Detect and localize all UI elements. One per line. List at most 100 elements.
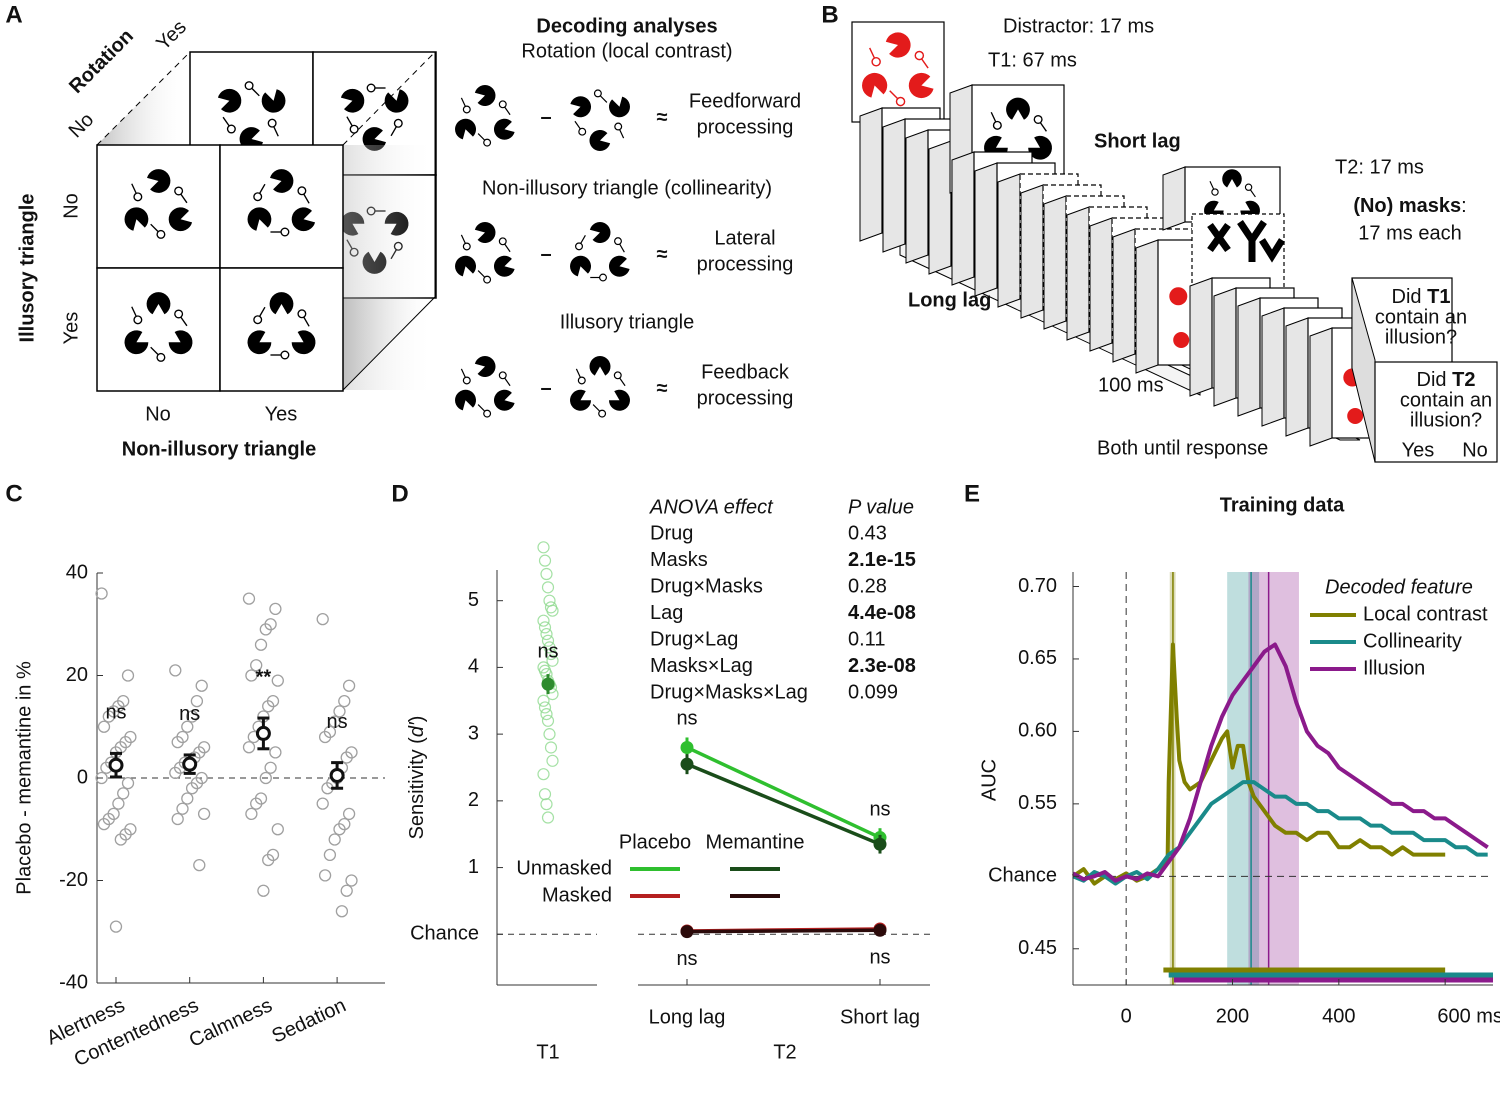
inducer	[147, 169, 171, 193]
label: Short lag	[1094, 130, 1181, 152]
inducer	[168, 207, 193, 232]
significance-label: ns	[676, 948, 697, 970]
inducer	[908, 72, 934, 99]
legend-label: Collinearity	[1363, 630, 1462, 652]
lollipop-stick	[131, 183, 138, 195]
lollipop-head	[133, 315, 143, 325]
inducer	[384, 89, 409, 113]
lollipop-head	[393, 118, 403, 128]
lollipop-stick	[477, 404, 486, 412]
subject-point	[338, 694, 351, 708]
subject-point	[185, 782, 199, 795]
subject-point	[109, 920, 123, 933]
panel-label: A	[5, 1, 22, 28]
mean-marker	[680, 740, 694, 754]
lollipop-head	[599, 273, 607, 282]
inducer	[291, 207, 316, 232]
legend-label: Unmasked	[516, 857, 612, 879]
table-cell: Lag	[650, 602, 683, 624]
subject-point	[242, 741, 256, 754]
frame-side	[951, 151, 975, 286]
lollipop-stick	[460, 368, 467, 379]
table-cell: 2.3e-08	[848, 655, 916, 677]
cube-front-cell	[96, 267, 221, 392]
subject-point	[342, 807, 356, 821]
lollipop-stick	[618, 128, 625, 139]
legend-label: Masked	[542, 884, 612, 906]
stimulus	[124, 292, 193, 362]
t1-point	[544, 741, 558, 754]
x-tick-label: Contentedness	[71, 994, 202, 1071]
t1-point	[546, 604, 559, 617]
mean-marker	[680, 757, 694, 771]
label: illusion?	[1410, 409, 1482, 431]
subject-point	[95, 771, 108, 785]
stimulus	[455, 85, 515, 147]
stimulus	[455, 222, 515, 284]
lollipop-head	[226, 124, 236, 134]
subject-point	[102, 710, 115, 723]
stimulus	[247, 292, 316, 360]
subject-point	[271, 674, 284, 687]
inducer	[455, 389, 477, 411]
inducer	[589, 356, 611, 376]
significance-label: ns	[869, 798, 890, 820]
mean-marker	[108, 757, 124, 773]
lollipop-head	[575, 242, 583, 251]
lollipop-head	[498, 237, 507, 246]
y-tick-label: 5	[468, 589, 479, 611]
subject-point	[95, 587, 108, 600]
y-tick-label: 3	[468, 722, 479, 744]
table-cell: Drug	[650, 522, 693, 544]
frame-side	[1261, 307, 1285, 427]
auc-line	[1072, 642, 1489, 883]
label: T1: 67 ms	[988, 49, 1077, 71]
legend-title: Decoded feature	[1325, 576, 1473, 598]
subject-point	[342, 679, 356, 692]
lollipop-stick	[251, 87, 260, 97]
lollipop-head	[992, 120, 1002, 130]
y-tick-label: -40	[59, 971, 88, 993]
lollipop-stick	[258, 183, 266, 195]
lollipop-stick	[272, 125, 279, 137]
lollipop-stick	[618, 243, 625, 253]
subject-point	[190, 694, 204, 708]
minus-sign: –	[540, 106, 551, 128]
frame-side	[1020, 184, 1044, 319]
frame-side	[1189, 277, 1213, 397]
masks-label: (No) masks:	[1353, 195, 1466, 217]
frame-side	[1162, 166, 1186, 231]
y-tick-label: 0	[77, 766, 88, 788]
subject-point	[345, 874, 358, 887]
lollipop-head	[462, 242, 471, 251]
red-inducer	[1169, 287, 1188, 306]
table-cell: Masks	[650, 549, 708, 571]
panel-label: B	[821, 1, 838, 28]
lollipop-head	[593, 89, 602, 98]
subject-point	[245, 807, 258, 821]
t1-point	[538, 621, 552, 634]
label: processing	[697, 253, 794, 275]
subject-point	[242, 592, 256, 605]
lollipop-head	[297, 186, 307, 196]
subject-point	[318, 730, 332, 744]
y-tick-label: -20	[59, 869, 88, 891]
lollipop-head	[871, 56, 881, 67]
significance-label: ns	[327, 711, 348, 733]
y-tick-label: 4	[468, 656, 479, 678]
t1-point	[540, 798, 553, 811]
y-label-part: )	[406, 716, 428, 723]
mean-marker	[182, 756, 198, 772]
lollipop-stick	[503, 243, 511, 253]
subject-point	[193, 858, 206, 872]
group-line	[686, 745, 881, 840]
question-pre: Did	[1417, 369, 1453, 391]
y-tick-label: 0.60	[1018, 720, 1057, 742]
lollipop-stick	[302, 316, 310, 327]
inducer	[493, 255, 515, 277]
label: 100 ms	[1098, 374, 1164, 396]
t1-point	[543, 641, 556, 654]
subject-point	[250, 797, 263, 810]
panel-label: C	[5, 480, 22, 507]
frame-side	[1089, 217, 1113, 352]
